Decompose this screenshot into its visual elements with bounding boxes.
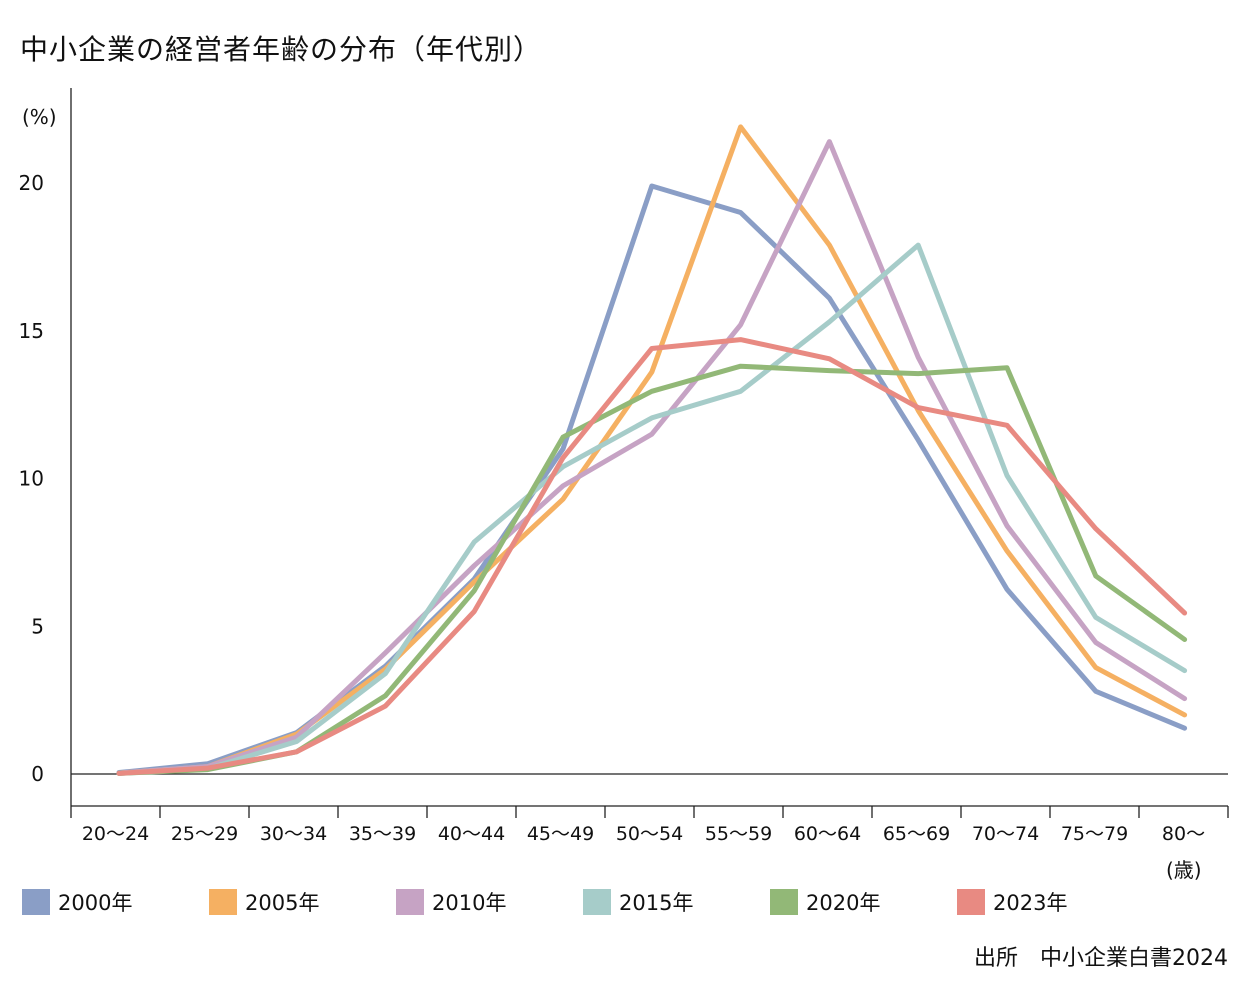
axes: (%) (歳): [22, 88, 1228, 882]
legend-swatch: [396, 889, 424, 915]
y-tick-label: 5: [31, 614, 44, 638]
x-tick-label: 70～74: [972, 823, 1039, 845]
y-tick-label: 20: [19, 171, 44, 195]
y-tick-label: 10: [19, 467, 44, 491]
series-line: [116, 124, 1188, 776]
x-axis-unit-label: (歳): [1166, 858, 1202, 882]
x-tick-label: 55～59: [705, 823, 772, 845]
legend: 2000年 2005年 2010年 2015年 2020年 2023年: [22, 888, 1222, 916]
x-tick-label: 60～64: [794, 823, 861, 845]
x-tick-label: 65～69: [883, 823, 950, 845]
series-line: [116, 139, 1188, 776]
y-ticks: 0 5 10 15 20: [19, 171, 44, 786]
series-line: [116, 183, 1188, 775]
legend-label: 2015年: [619, 891, 694, 915]
x-tick-label: 45～49: [527, 823, 594, 845]
chart-title: 中小企業の経営者年齢の分布（年代別）: [20, 33, 543, 66]
y-tick-label: 0: [31, 762, 44, 786]
series-line: [116, 242, 1188, 776]
legend-swatch: [770, 889, 798, 915]
source-note: 出所 中小企業白書2024: [974, 946, 1228, 971]
legend-item: 2015年: [583, 888, 693, 916]
x-tick-label: 40～44: [438, 823, 505, 845]
legend-item: 2023年: [957, 888, 1067, 916]
x-tick-label: 25～29: [171, 823, 238, 845]
legend-swatch: [957, 889, 985, 915]
series-line: [116, 337, 1188, 776]
legend-item: 2010年: [396, 888, 506, 916]
legend-item: 2020年: [770, 888, 880, 916]
legend-label: 2000年: [58, 891, 133, 915]
legend-item: 2005年: [209, 888, 319, 916]
legend-swatch: [583, 889, 611, 915]
x-tick-label: 35～39: [349, 823, 416, 845]
x-tick-label: 75～79: [1061, 823, 1128, 845]
x-tick-label: 20～24: [82, 823, 149, 845]
x-tick-label: 30～34: [260, 823, 327, 845]
legend-label: 2010年: [432, 891, 507, 915]
series-line: [116, 363, 1188, 776]
y-tick-label: 15: [19, 319, 44, 343]
y-axis-unit-label: (%): [22, 105, 57, 129]
x-ticks: 20～24 25～29 30～34 35～39 40～44 45～49 50～54 55～59…: [70, 806, 1229, 845]
legend-swatch: [209, 889, 237, 915]
legend-label: 2023年: [993, 891, 1068, 915]
x-tick-label: 50～54: [616, 823, 683, 845]
legend-label: 2020年: [806, 891, 881, 915]
legend-item: 2000年: [22, 888, 132, 916]
series-lines: [116, 124, 1188, 776]
legend-swatch: [22, 889, 50, 915]
x-tick-label: 80～: [1162, 823, 1205, 845]
legend-label: 2005年: [245, 891, 320, 915]
